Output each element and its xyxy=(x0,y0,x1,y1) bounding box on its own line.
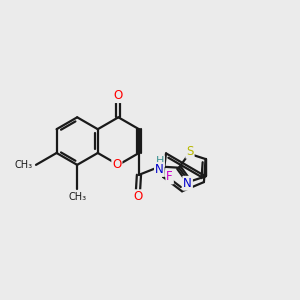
Text: N: N xyxy=(155,163,164,176)
Text: CH₃: CH₃ xyxy=(68,192,86,202)
Text: O: O xyxy=(112,158,122,171)
Text: CH₃: CH₃ xyxy=(14,160,32,170)
Text: O: O xyxy=(133,190,142,203)
Text: H: H xyxy=(156,156,164,166)
Text: F: F xyxy=(166,170,173,183)
Text: N: N xyxy=(183,177,192,190)
Text: O: O xyxy=(114,89,123,102)
Text: S: S xyxy=(186,145,194,158)
